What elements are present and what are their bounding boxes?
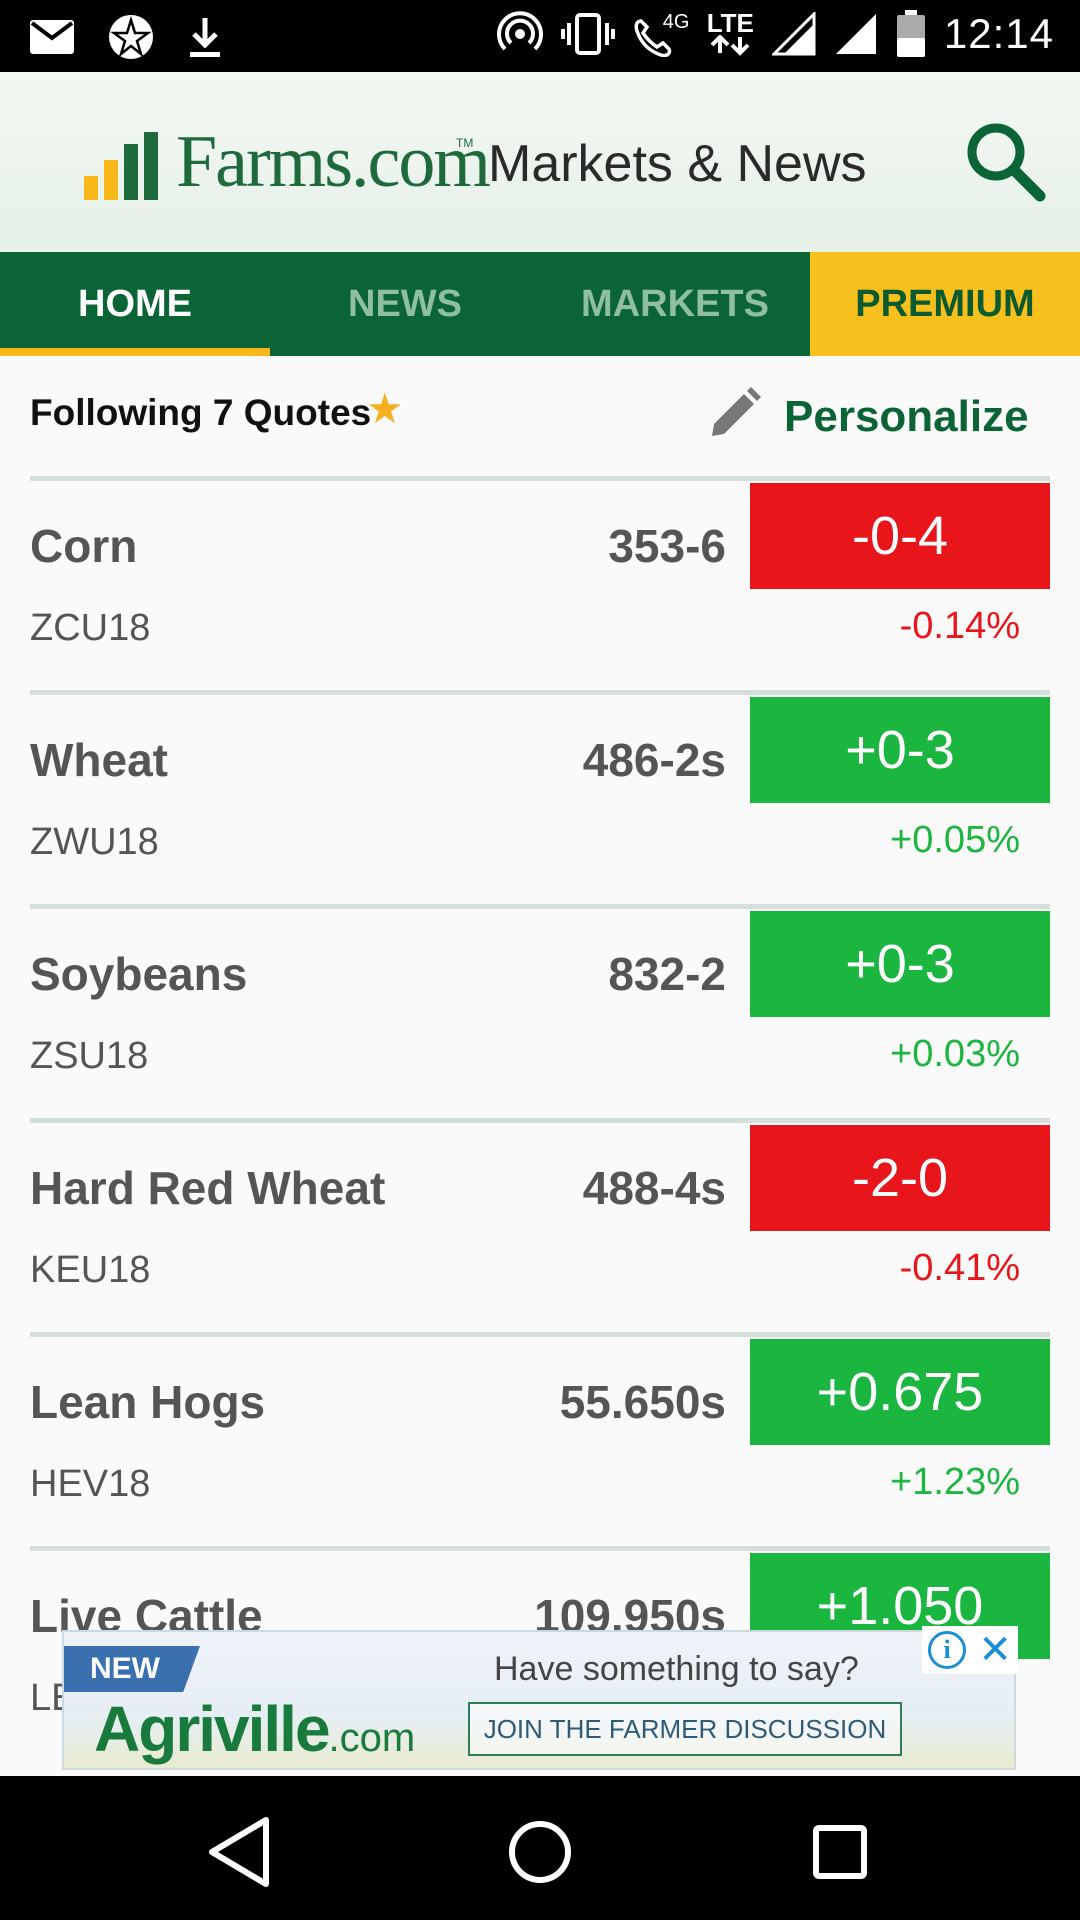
logo-name: Farms (176, 121, 353, 203)
quote-symbol: KEU18 (30, 1249, 151, 1291)
following-title: Following 7 Quotes (30, 392, 372, 433)
pencil-icon[interactable] (706, 386, 762, 442)
ad-controls: i ✕ (922, 1626, 1018, 1674)
quote-price: 832-2 (608, 948, 726, 1000)
quote-percent: +1.23% (890, 1461, 1020, 1503)
ad-close-icon[interactable]: ✕ (978, 1628, 1012, 1672)
tab-news[interactable]: NEWS (270, 252, 540, 356)
quote-list: Corn 353-6 -0-4 ZCU18 -0.14% Wheat 486-2… (30, 476, 1050, 1760)
ad-brand-name: Agriville (94, 1693, 331, 1765)
mail-icon (30, 20, 74, 54)
back-icon[interactable] (200, 1812, 280, 1892)
wifi-call-icon: 4G (633, 11, 689, 57)
quote-percent: +0.05% (890, 819, 1020, 861)
quote-price: 488-4s (582, 1162, 726, 1214)
battery-icon (896, 10, 925, 57)
tab-home-label: HOME (78, 282, 192, 325)
lte-label: LTE (706, 8, 754, 38)
quote-name: Lean Hogs (30, 1376, 266, 1428)
vibrate-icon (560, 13, 615, 55)
hotspot-icon (496, 11, 543, 51)
quote-change-badge: -2-0 (750, 1125, 1050, 1231)
logo-suffix: .com (351, 121, 491, 203)
quote-price: 486-2s (582, 734, 726, 786)
ad-tagline: Have something to say? (494, 1650, 859, 1688)
system-nav-bar (0, 1776, 1080, 1920)
search-icon[interactable] (960, 116, 1050, 206)
network-4g-label: 4G (662, 11, 690, 33)
quote-change-badge: +0.675 (750, 1339, 1050, 1445)
quote-name: Wheat (30, 734, 168, 786)
quote-change-badge: +0-3 (750, 697, 1050, 803)
status-bar: 4G LTE 12:14 (0, 0, 1080, 72)
star-app-icon (109, 15, 153, 59)
recents-icon[interactable] (800, 1812, 880, 1892)
ad-brand: Agriville.com (94, 1692, 415, 1766)
tab-news-label: NEWS (348, 282, 462, 325)
ad-banner[interactable]: NEW Agriville.com Have something to say?… (62, 1630, 1016, 1770)
farms-logo-bars-icon (84, 132, 158, 200)
data-arrows-icon (710, 35, 750, 56)
tab-bar: HOME NEWS MARKETS PREMIUM (0, 252, 1080, 356)
quote-price: 55.650s (559, 1376, 726, 1428)
ad-new-badge: NEW (64, 1646, 200, 1692)
home-icon[interactable] (500, 1812, 580, 1892)
signal-icon (771, 12, 816, 56)
lte-indicator: LTE (706, 8, 754, 57)
tab-premium[interactable]: PREMIUM (810, 252, 1080, 356)
clock: 12:14 (943, 10, 1054, 57)
quote-row-corn[interactable]: Corn 353-6 -0-4 ZCU18 -0.14% (30, 476, 1050, 690)
star-icon: ★ (366, 385, 404, 432)
quote-name: Hard Red Wheat (30, 1162, 386, 1214)
personalize-button[interactable]: Personalize (784, 392, 1029, 441)
tab-home[interactable]: HOME (0, 252, 270, 356)
following-header: Following 7 Quotes ★ Personalize (30, 356, 1050, 476)
quote-percent: -0.14% (899, 605, 1020, 647)
quote-row-soybeans[interactable]: Soybeans 832-2 +0-3 ZSU18 +0.03% (30, 904, 1050, 1118)
download-icon (190, 18, 220, 57)
tab-markets-label: MARKETS (581, 282, 769, 325)
quote-change-badge: +0-3 (750, 911, 1050, 1017)
quote-symbol: HEV18 (30, 1463, 151, 1505)
ad-cta-button[interactable]: JOIN THE FARMER DISCUSSION (468, 1702, 902, 1756)
quote-row-hard-red-wheat[interactable]: Hard Red Wheat 488-4s -2-0 KEU18 -0.41% (30, 1118, 1050, 1332)
quote-row-wheat[interactable]: Wheat 486-2s +0-3 ZWU18 +0.05% (30, 690, 1050, 904)
quote-symbol: ZSU18 (30, 1035, 149, 1077)
quote-percent: -0.41% (899, 1247, 1020, 1289)
ad-brand-suffix: .com (328, 1716, 416, 1760)
quote-symbol: ZCU18 (30, 607, 151, 649)
quote-change-badge: -0-4 (750, 483, 1050, 589)
header-title: Markets & News (488, 135, 867, 193)
quote-name: Corn (30, 520, 138, 572)
app-header: Farms.com TM Markets & News (0, 72, 1080, 252)
tab-markets[interactable]: MARKETS (540, 252, 810, 356)
quote-name: Soybeans (30, 948, 248, 1000)
farms-logo-text: Farms.com (176, 120, 491, 205)
tab-premium-label: PREMIUM (855, 282, 1035, 325)
quote-symbol: ZWU18 (30, 821, 159, 863)
ad-info-icon[interactable]: i (928, 1631, 967, 1669)
quote-row-lean-hogs[interactable]: Lean Hogs 55.650s +0.675 HEV18 +1.23% (30, 1332, 1050, 1546)
quote-price: 353-6 (608, 520, 726, 572)
signal-icon (835, 14, 876, 54)
quote-percent: +0.03% (890, 1033, 1020, 1075)
logo-trademark: TM (456, 136, 474, 150)
